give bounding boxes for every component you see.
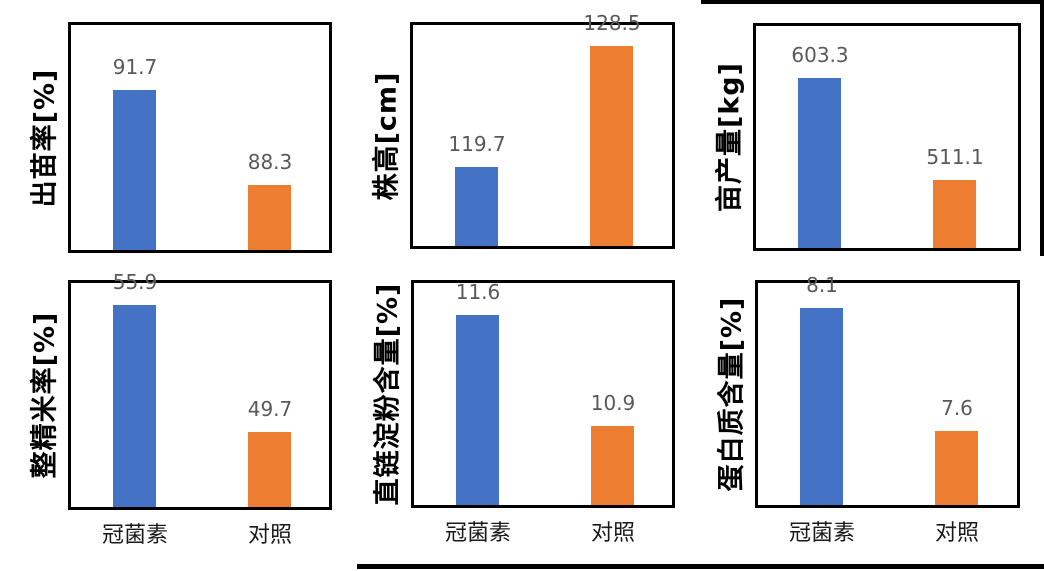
y-axis-title: 整精米率[%] [29,311,61,479]
x-tick-label-coronatine: 冠菌素 [444,521,512,546]
x-tick-label-control: 对照 [934,521,980,546]
bar-control [935,431,978,505]
table-border-right [1040,0,1044,256]
bar-control [248,432,291,507]
data-label: 511.1 [926,145,984,169]
bar-coronatine [798,78,841,248]
y-axis-title: 株高[cm] [371,71,403,200]
data-label: 603.3 [791,43,849,67]
data-label: 11.6 [455,280,501,304]
data-label: 91.7 [112,55,158,79]
data-label: 55.9 [112,270,158,294]
x-tick-label-control: 对照 [247,523,293,548]
bar-coronatine [113,305,156,507]
y-axis-title: 直链淀粉含量[%] [372,282,404,506]
bar-control [591,426,634,505]
y-axis-title: 亩产量[kg] [714,62,746,212]
x-tick-label-coronatine: 冠菌素 [788,521,856,546]
bar-coronatine [800,308,843,505]
data-label: 7.6 [941,396,973,420]
data-label: 8.1 [806,273,838,297]
bar-coronatine [455,167,498,246]
bar-control [933,180,976,248]
bar-control [590,46,633,246]
chart-panel-yield-per-mu: 亩产量[kg] 603.3 511.1 [715,23,1021,251]
table-border-bottom [357,564,1044,569]
chart-panel-amylose-content: 直链淀粉含量[%] 11.6 10.9 冠菌素 对照 [373,280,675,545]
chart-panel-emergence-rate: 出苗率[%] 91.7 88.3 [30,22,332,253]
data-label: 119.7 [448,132,506,156]
x-tick-label-coronatine: 冠菌素 [101,523,169,548]
chart-panel-protein-content: 蛋白质含量[%] 8.1 7.6 冠菌素 对照 [717,275,1020,545]
bar-coronatine [113,90,156,250]
bar-control [248,185,291,250]
data-label: 128.5 [583,11,641,35]
bar-coronatine [456,315,499,505]
chart-panel-head-rice-rate: 整精米率[%] 55.9 49.7 冠菌素 对照 [30,272,332,547]
data-label: 10.9 [590,391,636,415]
y-axis-title: 出苗率[%] [29,68,61,207]
table-border-top [701,0,1044,4]
y-axis-title: 蛋白质含量[%] [716,296,748,492]
data-label: 88.3 [247,150,293,174]
data-label: 49.7 [247,397,293,421]
x-tick-label-control: 对照 [590,521,636,546]
chart-panel-plant-height: 株高[cm] 119.7 128.5 [372,13,675,249]
